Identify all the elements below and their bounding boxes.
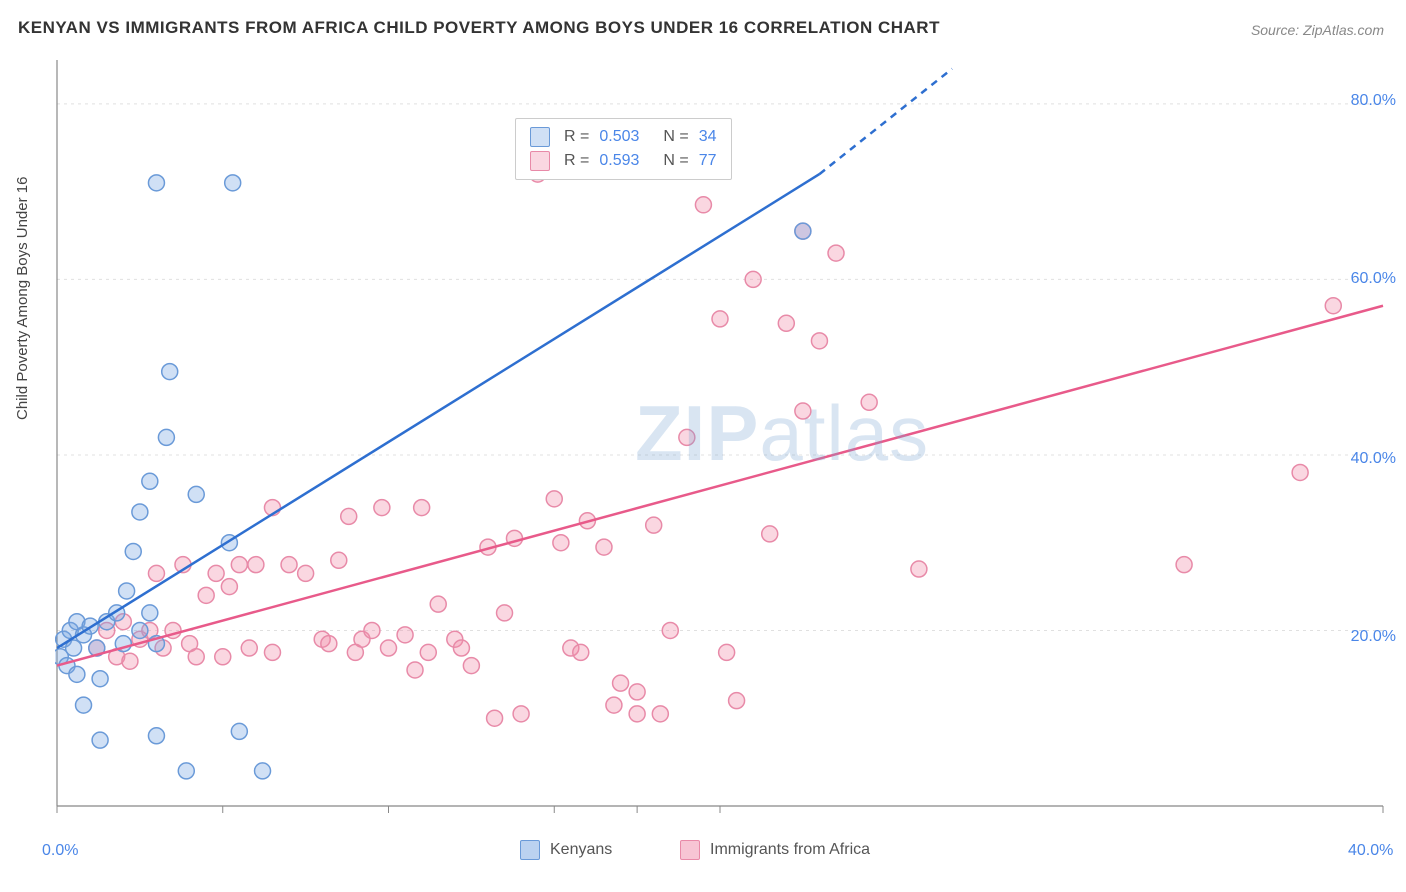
y-tick-20: 20.0% xyxy=(1351,628,1396,646)
r-value: 0.503 xyxy=(599,128,639,146)
legend-row: R = 0.593 N = 77 xyxy=(530,149,717,173)
y-tick-60: 60.0% xyxy=(1351,270,1396,288)
r-label: R = xyxy=(564,128,589,146)
legend-swatch xyxy=(530,127,550,147)
correlation-legend: R = 0.503 N = 34 R = 0.593 N = 77 xyxy=(515,118,732,180)
n-value: 34 xyxy=(699,128,717,146)
n-label: N = xyxy=(663,128,688,146)
r-value: 0.593 xyxy=(599,152,639,170)
source-attribution: Source: ZipAtlas.com xyxy=(1251,22,1384,38)
y-tick-40: 40.0% xyxy=(1351,450,1396,468)
legend-swatch-kenyans xyxy=(520,840,540,860)
legend-label-immigrants: Immigrants from Africa xyxy=(710,841,870,859)
legend-swatch xyxy=(530,151,550,171)
legend-swatch-immigrants xyxy=(680,840,700,860)
legend-label-kenyans: Kenyans xyxy=(550,841,612,859)
legend-row: R = 0.503 N = 34 xyxy=(530,125,717,149)
n-value: 77 xyxy=(699,152,717,170)
x-tick-0: 0.0% xyxy=(42,842,78,860)
n-label: N = xyxy=(663,152,688,170)
chart-area: R =0.503N =34R =0.593N =77 ZIPatlas xyxy=(55,58,1385,818)
r-label: R = xyxy=(564,152,589,170)
legend-kenyans: Kenyans xyxy=(520,840,612,860)
x-tick-40: 40.0% xyxy=(1348,842,1393,860)
chart-title: KENYAN VS IMMIGRANTS FROM AFRICA CHILD P… xyxy=(18,18,940,38)
y-tick-80: 80.0% xyxy=(1351,92,1396,110)
legend-immigrants: Immigrants from Africa xyxy=(680,840,870,860)
y-axis-label: Child Poverty Among Boys Under 16 xyxy=(14,177,31,420)
